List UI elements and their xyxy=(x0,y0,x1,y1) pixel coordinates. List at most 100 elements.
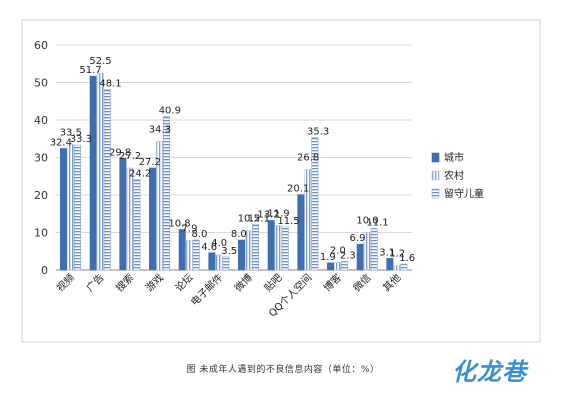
data-label: 11.9 xyxy=(267,208,289,219)
data-label: 33.5 xyxy=(60,127,82,138)
bar xyxy=(297,194,305,271)
data-label: 52.5 xyxy=(89,56,111,67)
chart-caption: 图 未成年人遇到的不良信息内容（单位：%） xyxy=(186,365,380,375)
y-tick-label: 60 xyxy=(34,39,48,52)
data-label: 4.0 xyxy=(211,238,227,249)
data-label: 20.1 xyxy=(287,184,309,195)
y-tick-label: 50 xyxy=(34,77,48,90)
x-tick-label: 其他 xyxy=(380,271,403,294)
bar xyxy=(386,258,394,271)
x-tick-label: 微信 xyxy=(350,271,373,294)
data-label: 2.3 xyxy=(340,250,356,261)
data-label: 27.2 xyxy=(119,151,141,162)
legend-swatch xyxy=(431,170,440,181)
x-tick-label: 博客 xyxy=(321,271,344,294)
legend-swatch xyxy=(431,188,440,199)
data-label: 27.2 xyxy=(139,157,161,168)
bar xyxy=(400,263,408,271)
data-label: 11.1 xyxy=(366,217,388,228)
y-tick-label: 20 xyxy=(34,189,48,202)
data-label: 51.7 xyxy=(79,65,101,76)
bar xyxy=(163,116,171,271)
data-label: 26.8 xyxy=(297,153,319,164)
bar xyxy=(363,232,371,271)
data-label: 10.5 xyxy=(238,214,260,225)
bar xyxy=(370,228,378,271)
bar xyxy=(96,72,104,271)
bar xyxy=(281,226,289,271)
bar xyxy=(393,265,401,271)
bar xyxy=(222,256,230,271)
bar xyxy=(89,75,97,271)
y-axis: 0 10 20 30 40 50 60 xyxy=(34,39,48,277)
x-tick-label: 微博 xyxy=(232,271,255,294)
data-label: 35.3 xyxy=(307,127,329,138)
x-tick-label: 论坛 xyxy=(172,271,195,294)
x-tick-label: 广告 xyxy=(83,271,106,294)
data-label: 33.3 xyxy=(70,134,92,145)
legend-label: 农村 xyxy=(444,169,464,182)
bar xyxy=(60,148,68,271)
data-label: 1.9 xyxy=(320,252,336,263)
y-tick-label: 30 xyxy=(34,152,48,165)
data-label: 13.2 xyxy=(257,210,279,221)
bar xyxy=(74,144,82,271)
y-tick-label: 0 xyxy=(41,264,48,277)
x-tick-label: 电子邮件 xyxy=(188,271,225,308)
data-label: 10.8 xyxy=(168,219,190,230)
grid-lines xyxy=(56,44,412,271)
data-label: 6.9 xyxy=(350,233,366,244)
data-label: 8.0 xyxy=(192,229,208,240)
data-label: 48.1 xyxy=(99,79,121,90)
bar xyxy=(149,167,157,271)
bar xyxy=(126,167,134,271)
bar xyxy=(103,89,111,271)
bar xyxy=(267,220,275,271)
bar xyxy=(274,225,282,271)
data-label: 1.2 xyxy=(389,249,405,260)
bar xyxy=(178,229,186,271)
bar xyxy=(156,141,164,271)
bars xyxy=(60,72,408,271)
data-label: 3.1 xyxy=(379,247,395,258)
data-label: 1.6 xyxy=(399,253,415,264)
x-tick-label: 游戏 xyxy=(143,271,166,294)
bar xyxy=(334,262,342,271)
bar xyxy=(208,252,216,271)
data-label: 12.1 xyxy=(248,214,270,225)
data-label: 11.5 xyxy=(277,216,299,227)
data-label: 34.3 xyxy=(149,124,171,135)
bar xyxy=(341,261,349,271)
y-tick-label: 10 xyxy=(34,227,48,240)
chart-frame xyxy=(21,19,541,343)
bar xyxy=(133,178,141,271)
bar xyxy=(304,169,312,271)
data-label: 2.0 xyxy=(330,246,346,257)
data-label: 8.0 xyxy=(231,229,247,240)
legend-swatch xyxy=(431,152,440,163)
x-tick-label: 贴吧 xyxy=(261,271,284,294)
data-label: 40.9 xyxy=(159,106,181,117)
bar xyxy=(245,230,253,271)
data-label: 4.6 xyxy=(201,242,217,253)
bar xyxy=(119,157,127,271)
data-labels: 32.433.533.351.752.548.129.827.224.227.2… xyxy=(50,56,415,264)
legend-label: 留守儿童 xyxy=(444,187,484,200)
x-tick-label: 视频 xyxy=(54,271,77,294)
bar xyxy=(185,240,193,271)
bar xyxy=(311,137,319,271)
data-label: 32.4 xyxy=(50,138,72,149)
watermark-logo: 化龙巷 xyxy=(452,358,527,386)
data-label: 29.8 xyxy=(109,147,131,158)
bar xyxy=(67,144,75,271)
x-tick-label: 搜索 xyxy=(113,271,136,294)
bar xyxy=(252,224,260,271)
data-label: 10.0 xyxy=(356,216,378,227)
bar xyxy=(327,262,335,271)
y-tick-label: 40 xyxy=(34,114,48,127)
bar xyxy=(356,243,364,271)
